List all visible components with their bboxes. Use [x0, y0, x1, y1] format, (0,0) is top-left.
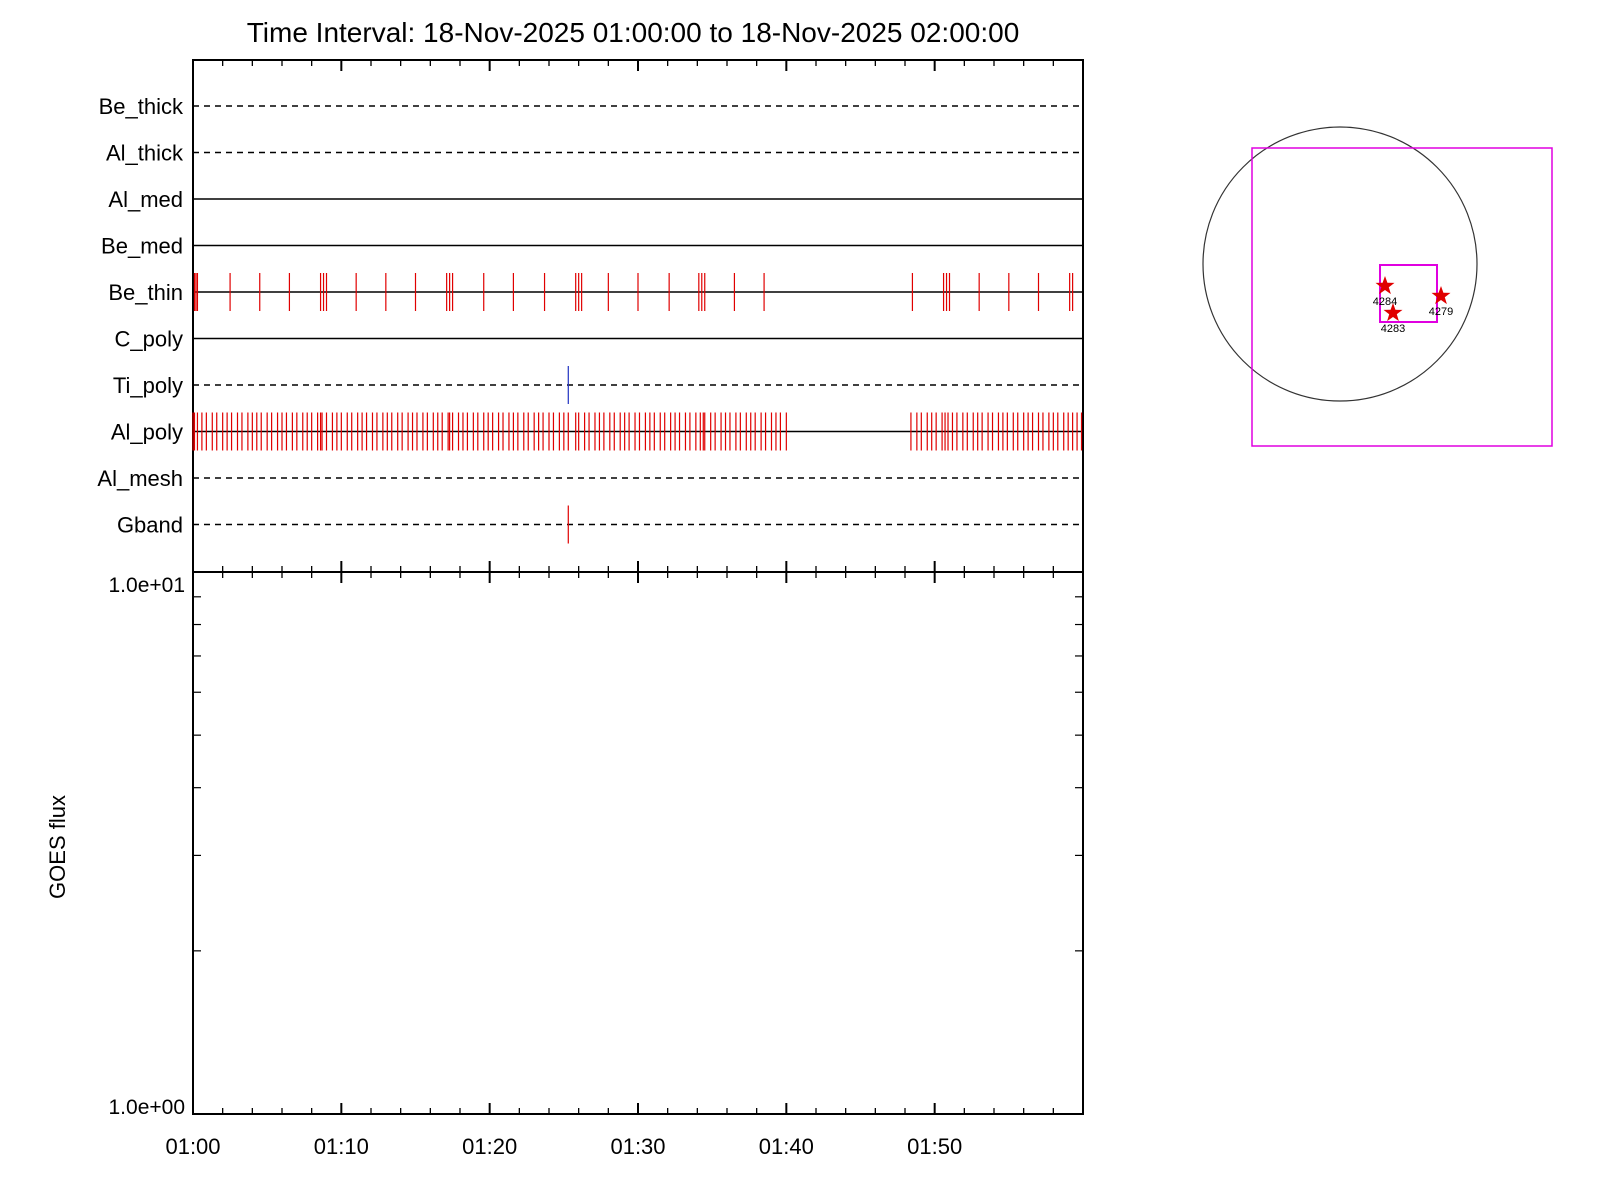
- active-region-star: [1375, 276, 1395, 295]
- channel-timeline-panel: Be_thick Al_thick Al_med Be_med Be_thin C_pol…: [97, 59, 1084, 583]
- x-tick-labels: 01:00 01:10 01:20 01:30 01:40 01:50: [165, 1134, 962, 1159]
- active-region-label: 4284: [1373, 296, 1397, 308]
- x-tick-label: 01:10: [314, 1134, 369, 1159]
- solar-disk: [1202, 126, 1478, 402]
- x-tick-label: 01:00: [165, 1134, 220, 1159]
- sun-map: 4284 4283 4279: [1202, 126, 1553, 447]
- channel-label-be-thin: Be_thin: [108, 280, 183, 305]
- channel-label-be-thick: Be_thick: [99, 94, 184, 119]
- channel-label-gband: Gband: [117, 513, 183, 538]
- channel-label-al-mesh: Al_mesh: [97, 466, 183, 491]
- x-tick-label: 01:40: [759, 1134, 814, 1159]
- x-tick-label: 01:30: [610, 1134, 665, 1159]
- channel-baselines: [193, 105, 1083, 526]
- channel-label-al-poly: Al_poly: [111, 420, 183, 445]
- active-region-label: 4283: [1381, 323, 1405, 335]
- y-tick-label-top: 1.0e+01: [109, 574, 186, 597]
- goes-flux-panel: 1.0e+01 1.0e+00 GOES flux 01:00 01:10 01:2…: [45, 571, 1084, 1159]
- goes-plot-frame: [192, 571, 1084, 1115]
- timeline-frame: [192, 59, 1084, 573]
- field-of-view-outer: [1251, 147, 1553, 447]
- channel-label-al-med: Al_med: [108, 187, 183, 212]
- timeline-ticks: [192, 60, 1084, 583]
- channel-label-al-thick: Al_thick: [106, 141, 184, 166]
- channel-events: [192, 273, 1083, 544]
- active-region-star: [1431, 286, 1451, 305]
- goes-ticks: [192, 596, 1084, 1114]
- y-axis-label: GOES flux: [45, 795, 70, 899]
- channel-label-ti-poly: Ti_poly: [113, 373, 183, 398]
- channel-label-c-poly: C_poly: [115, 327, 183, 352]
- channel-labels: Be_thick Al_thick Al_med Be_med Be_thin C_pol…: [97, 94, 184, 538]
- active-region-label: 4279: [1429, 306, 1453, 318]
- x-tick-label: 01:50: [907, 1134, 962, 1159]
- active-region-markers: 4284 4283 4279: [1373, 276, 1453, 335]
- x-tick-label: 01:20: [462, 1134, 517, 1159]
- y-tick-label-bottom: 1.0e+00: [109, 1096, 186, 1119]
- channel-label-be-med: Be_med: [101, 234, 183, 259]
- chart-title: Time Interval: 18-Nov-2025 01:00:00 to 1…: [247, 17, 1020, 48]
- active-region-star: [1383, 303, 1403, 322]
